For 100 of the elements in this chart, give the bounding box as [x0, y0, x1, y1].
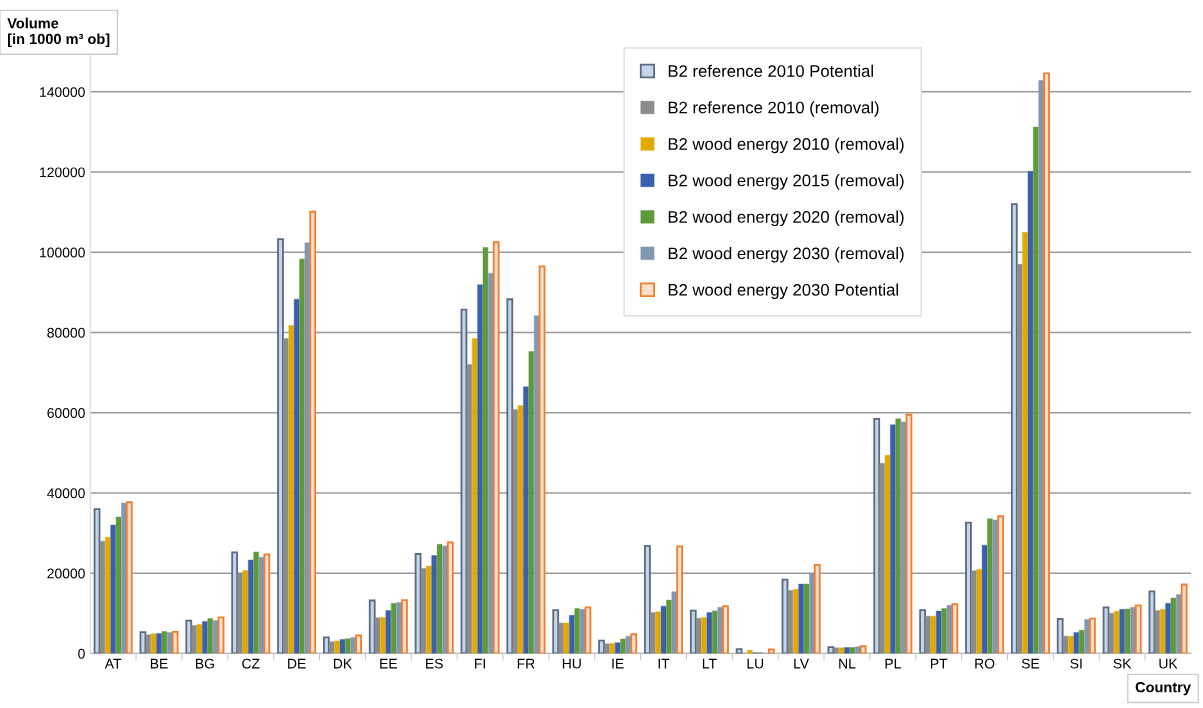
bar: [339, 639, 346, 654]
bar: [196, 624, 203, 654]
bar: [345, 638, 351, 654]
bar: [803, 583, 810, 654]
bar: [1114, 611, 1120, 654]
bar: [1176, 594, 1182, 654]
bar: [391, 603, 397, 654]
x-tick-label: AT: [104, 658, 122, 669]
bar: [1089, 617, 1096, 654]
bar: [849, 647, 856, 654]
x-tick-label: IE: [612, 658, 624, 669]
bar: [466, 364, 473, 654]
x-tick-label: LV: [794, 658, 810, 669]
bar: [1159, 609, 1166, 654]
bar: [207, 618, 213, 654]
bar: [512, 409, 518, 654]
x-tick-label: SI: [1070, 658, 1082, 669]
bar: [884, 455, 891, 654]
bar: [965, 521, 972, 654]
y-tick-label: 140000: [40, 87, 85, 97]
bar: [735, 648, 743, 654]
bar: [329, 641, 335, 654]
bar: [925, 615, 931, 654]
x-tick-label: PL: [885, 658, 901, 669]
bar: [936, 610, 942, 654]
bar: [1073, 632, 1079, 654]
bar: [574, 608, 580, 654]
bar: [288, 325, 294, 654]
x-tick-label: SK: [1113, 658, 1132, 669]
bar: [506, 298, 514, 654]
y-tick-label: 60000: [47, 408, 85, 418]
bar: [579, 609, 586, 654]
bar: [1010, 203, 1018, 654]
bar: [706, 612, 713, 654]
bar: [217, 616, 225, 654]
legend-label: B2 reference 2010 Potential: [668, 64, 873, 77]
x-tick-label: FI: [475, 658, 485, 669]
bar: [844, 647, 850, 654]
bar: [145, 634, 151, 654]
bar: [426, 565, 432, 654]
bar: [185, 619, 193, 654]
bar: [833, 647, 839, 654]
bar: [604, 643, 610, 654]
x-axis-title: Country: [1135, 682, 1191, 696]
bar: [919, 609, 926, 654]
bar: [569, 615, 575, 654]
bar: [1124, 608, 1131, 654]
bar: [722, 605, 729, 654]
bar: [879, 463, 885, 654]
bar: [1022, 232, 1028, 654]
bar: [890, 424, 896, 654]
bar: [304, 242, 311, 654]
x-tick-label: CZ: [242, 658, 260, 669]
bar: [676, 545, 684, 654]
bar: [446, 541, 454, 654]
bar: [121, 502, 127, 654]
bar: [1130, 607, 1136, 654]
legend-label: B2 wood energy 2015 (removal): [668, 174, 904, 190]
bar: [401, 599, 408, 654]
x-tick-label: FR: [517, 658, 535, 669]
bar: [1062, 636, 1069, 654]
bar: [355, 634, 362, 654]
bar: [431, 555, 437, 654]
bar: [277, 238, 284, 654]
legend-label: B2 wood energy 2030 Potential: [668, 283, 898, 300]
legend-label: B2 wood energy 2020 (removal): [668, 210, 904, 227]
bar: [1165, 603, 1171, 654]
bar: [1119, 609, 1125, 654]
y-tick-label: 20000: [47, 568, 85, 579]
bar: [620, 638, 626, 654]
x-tick-label: SE: [1021, 658, 1040, 669]
bar: [992, 519, 999, 654]
bar: [1134, 604, 1142, 654]
bar: [689, 609, 697, 654]
bar: [161, 631, 168, 654]
bar: [941, 608, 947, 654]
x-tick-label: IT: [658, 658, 670, 669]
bar: [299, 258, 305, 654]
x-tick-label: RO: [975, 658, 995, 669]
bar: [660, 605, 667, 654]
bar: [253, 551, 259, 654]
bar: [717, 607, 723, 654]
bar: [263, 553, 271, 654]
x-tick-label: DE: [288, 658, 306, 669]
bar: [768, 648, 775, 654]
bar: [1068, 636, 1074, 654]
bar: [997, 515, 1005, 654]
bar: [798, 583, 804, 654]
bar: [895, 418, 901, 654]
bar: [900, 421, 907, 654]
bar: [1017, 264, 1023, 654]
bar: [1079, 630, 1085, 654]
x-tick-label: LT: [702, 658, 717, 669]
bar: [350, 637, 356, 654]
bar: [396, 602, 402, 654]
bar: [793, 589, 799, 654]
bar: [1027, 171, 1034, 654]
bar: [212, 620, 219, 654]
bar: [191, 625, 197, 654]
y-tick-label: 40000: [47, 488, 85, 499]
